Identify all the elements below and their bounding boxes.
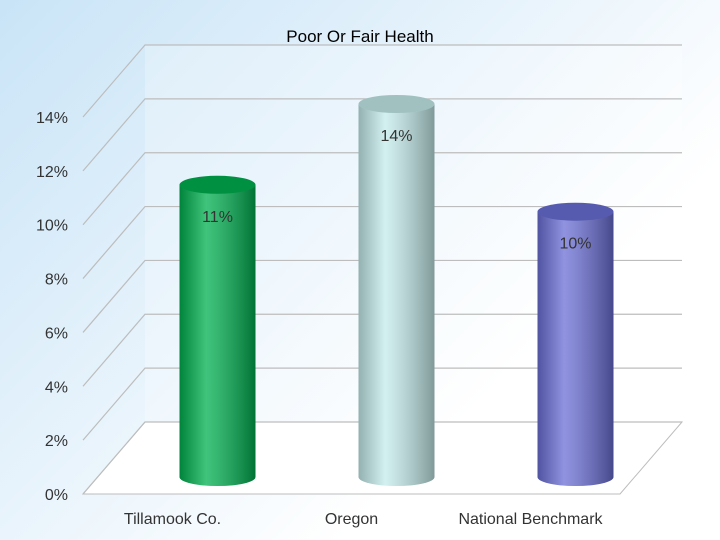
category-label: National Benchmark <box>458 511 603 528</box>
bar-2 <box>537 202 614 486</box>
gridline <box>82 259 682 333</box>
bar-0 <box>179 175 256 487</box>
gridline <box>82 98 682 172</box>
data-labels: 11% 14% 10% <box>202 128 591 253</box>
bar-cap <box>358 95 435 113</box>
gridline <box>82 152 682 226</box>
bar-cap-shade <box>537 202 614 221</box>
category-labels: Tillamook Co. Oregon National Benchmark <box>124 511 604 528</box>
gridline <box>82 313 682 387</box>
y-tick-label: 12% <box>36 164 68 181</box>
chart-title: Poor Or Fair Health <box>286 27 433 46</box>
y-tick-label: 8% <box>45 272 68 289</box>
bars <box>179 95 614 487</box>
data-label: 11% <box>202 209 233 226</box>
bar-shading <box>179 184 256 487</box>
bar-cap <box>179 175 256 194</box>
data-label: 14% <box>380 128 412 145</box>
y-axis-ticks: 0% 2% 4% 6% 8% 10% 12% 14% <box>36 110 68 504</box>
bar-cap-shade <box>358 95 435 113</box>
gridline <box>82 421 682 495</box>
bar-cap <box>537 202 614 221</box>
gridline <box>82 44 682 118</box>
gridlines <box>82 44 682 495</box>
y-tick-label: 0% <box>45 487 68 504</box>
category-label: Oregon <box>325 511 378 528</box>
category-label: Tillamook Co. <box>124 511 221 528</box>
y-tick-label: 2% <box>45 433 68 450</box>
bar-1 <box>358 95 435 486</box>
data-label: 10% <box>559 236 591 253</box>
gridline <box>82 367 682 441</box>
y-tick-label: 10% <box>36 218 68 235</box>
y-tick-label: 4% <box>45 379 68 396</box>
y-tick-label: 6% <box>45 325 68 342</box>
bar-cap-shade <box>179 175 256 194</box>
bar-shading <box>358 104 435 486</box>
bar-shading <box>537 211 614 486</box>
gridline <box>82 205 682 279</box>
y-tick-label: 14% <box>36 110 68 127</box>
